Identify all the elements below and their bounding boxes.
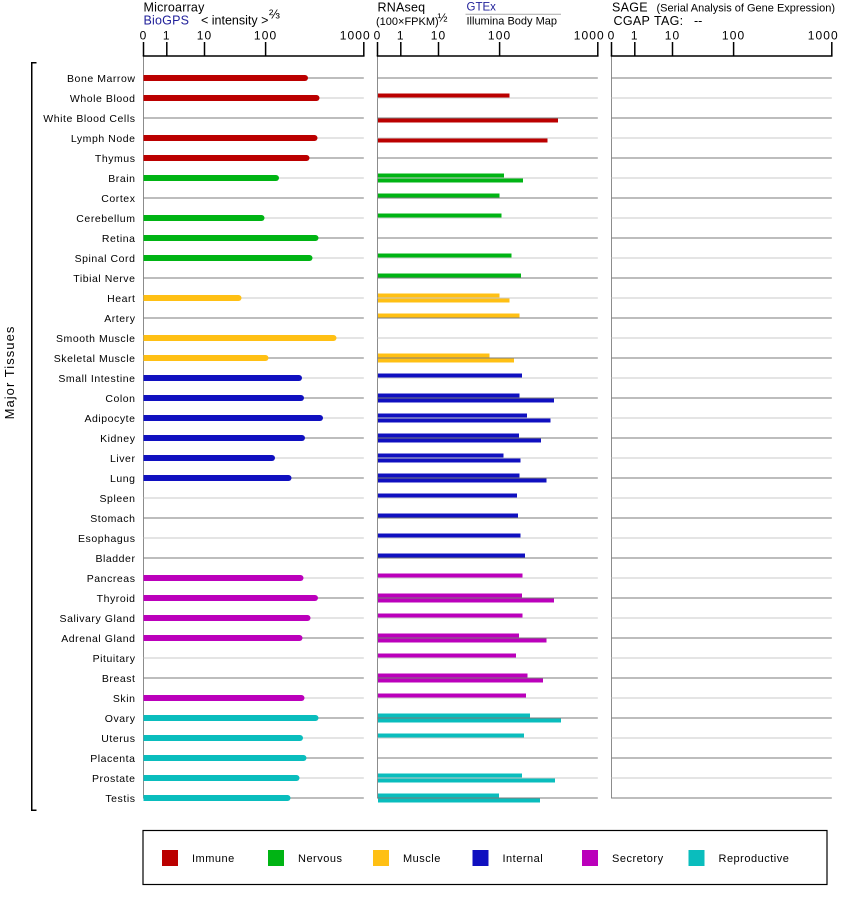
svg-text:Thyroid: Thyroid: [97, 593, 136, 605]
svg-text:Internal: Internal: [503, 853, 544, 865]
svg-text:Esophagus: Esophagus: [78, 533, 136, 545]
svg-text:GTEx: GTEx: [467, 2, 497, 14]
svg-text:10: 10: [197, 29, 213, 43]
svg-text:Microarray: Microarray: [144, 1, 206, 15]
svg-text:Ovary: Ovary: [105, 713, 136, 725]
svg-text:⅔: ⅔: [269, 7, 280, 22]
svg-text:1000: 1000: [574, 29, 605, 43]
svg-text:Secretory: Secretory: [612, 853, 664, 865]
svg-text:Artery: Artery: [104, 313, 136, 325]
svg-text:Retina: Retina: [102, 233, 136, 245]
svg-text:1: 1: [163, 29, 171, 43]
svg-text:Illumina Body Map: Illumina Body Map: [467, 16, 558, 28]
svg-text:100: 100: [254, 29, 277, 43]
svg-text:Stomach: Stomach: [90, 513, 135, 525]
svg-text:1: 1: [397, 29, 405, 43]
svg-text:0: 0: [374, 29, 382, 43]
svg-text:Thymus: Thymus: [95, 153, 136, 165]
svg-text:Muscle: Muscle: [403, 853, 441, 865]
svg-text:1000: 1000: [340, 29, 371, 43]
svg-text:½: ½: [438, 11, 448, 25]
svg-text:White Blood Cells: White Blood Cells: [43, 113, 135, 125]
svg-text:Pituitary: Pituitary: [93, 653, 136, 665]
svg-text:RNAseq: RNAseq: [378, 1, 426, 15]
svg-text:Cerebellum: Cerebellum: [76, 213, 135, 225]
svg-text:0: 0: [608, 29, 616, 43]
svg-text:1000: 1000: [808, 29, 839, 43]
svg-text:Prostate: Prostate: [92, 773, 136, 785]
svg-text:Skin: Skin: [113, 693, 136, 705]
svg-text:Pancreas: Pancreas: [87, 573, 136, 585]
svg-text:Brain: Brain: [108, 173, 135, 185]
svg-text:Cortex: Cortex: [101, 193, 135, 205]
svg-text:Colon: Colon: [105, 393, 135, 405]
svg-text:Tibial Nerve: Tibial Nerve: [73, 273, 135, 285]
svg-text:SAGE: SAGE: [612, 1, 648, 15]
svg-text:Whole Blood: Whole Blood: [70, 93, 136, 105]
svg-text:Immune: Immune: [192, 853, 235, 865]
svg-text:Bladder: Bladder: [95, 553, 135, 565]
svg-text:0: 0: [140, 29, 148, 43]
svg-text:Testis: Testis: [105, 793, 135, 805]
svg-text:1: 1: [631, 29, 639, 43]
svg-text:Spleen: Spleen: [100, 493, 136, 505]
svg-text:Adrenal Gland: Adrenal Gland: [61, 633, 135, 645]
svg-text:Breast: Breast: [102, 673, 136, 685]
svg-text:--: --: [694, 14, 702, 28]
svg-text:CGAP: CGAP: [614, 14, 651, 28]
svg-text:Placenta: Placenta: [90, 753, 135, 765]
svg-text:Adipocyte: Adipocyte: [84, 413, 135, 425]
svg-text:Lung: Lung: [110, 473, 136, 485]
svg-text:< intensity >: < intensity >: [201, 14, 268, 28]
svg-text:TAG:: TAG:: [654, 14, 683, 28]
svg-text:(Serial Analysis of Gene Expre: (Serial Analysis of Gene Expression): [657, 3, 836, 15]
svg-text:Major Tissues: Major Tissues: [2, 326, 17, 420]
svg-text:BioGPS: BioGPS: [144, 14, 190, 28]
svg-text:Spinal Cord: Spinal Cord: [75, 253, 136, 265]
svg-text:Skeletal Muscle: Skeletal Muscle: [54, 353, 136, 365]
svg-text:Bone Marrow: Bone Marrow: [67, 73, 136, 85]
svg-text:Small Intestine: Small Intestine: [58, 373, 135, 385]
svg-text:Salivary Gland: Salivary Gland: [60, 613, 136, 625]
svg-text:Lymph Node: Lymph Node: [71, 133, 136, 145]
svg-text:Heart: Heart: [107, 293, 135, 305]
svg-text:10: 10: [665, 29, 681, 43]
svg-text:Uterus: Uterus: [101, 733, 135, 745]
svg-text:Liver: Liver: [110, 453, 136, 465]
svg-text:100: 100: [722, 29, 745, 43]
svg-text:10: 10: [431, 29, 447, 43]
svg-text:100: 100: [488, 29, 511, 43]
svg-text:Kidney: Kidney: [100, 433, 136, 445]
svg-text:Nervous: Nervous: [298, 853, 342, 865]
svg-text:(100×FPKM): (100×FPKM): [376, 16, 439, 28]
svg-text:Reproductive: Reproductive: [719, 853, 790, 865]
svg-text:Smooth Muscle: Smooth Muscle: [56, 333, 136, 345]
